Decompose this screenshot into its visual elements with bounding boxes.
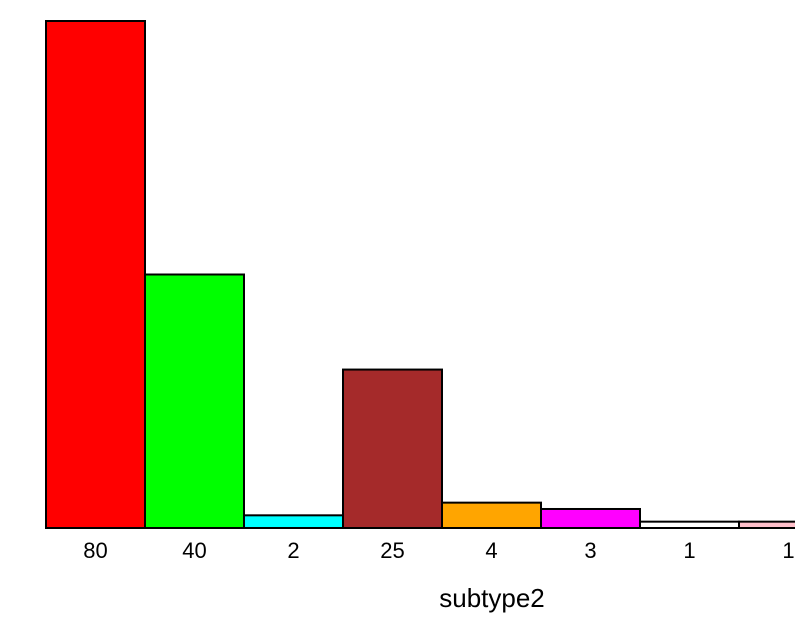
x-tick-label-0: 80 [83, 538, 107, 563]
x-tick-label-2: 2 [287, 538, 299, 563]
bar-2 [243, 514, 344, 530]
x-tick-label-7: 1 [782, 538, 794, 563]
bar-0 [45, 20, 146, 529]
x-axis-title: subtype2 [439, 583, 545, 613]
x-tick-label-5: 3 [584, 538, 596, 563]
x-tick-label-4: 4 [485, 538, 497, 563]
bar-3 [342, 368, 443, 529]
x-tick-labels: 80 40 2 25 4 3 1 1 [83, 538, 794, 563]
bar-4 [441, 501, 542, 529]
x-tick-label-6: 1 [683, 538, 695, 563]
bar-1 [144, 273, 245, 529]
bars-group [45, 20, 795, 530]
x-tick-label-1: 40 [182, 538, 206, 563]
bar-5 [540, 507, 641, 529]
x-tick-label-3: 25 [380, 538, 404, 563]
